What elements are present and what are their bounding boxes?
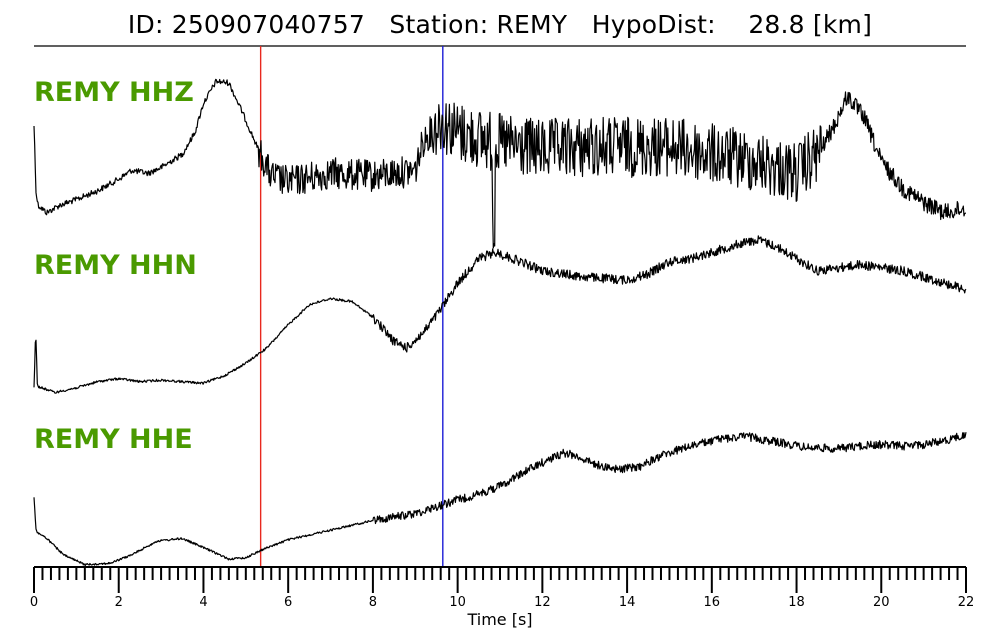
- x-tick-label: 10: [449, 595, 466, 610]
- x-tick-label: 2: [115, 595, 123, 610]
- x-tick-label: 0: [30, 595, 38, 610]
- x-tick-label: 16: [704, 595, 721, 610]
- trace-label-remy-hhz: REMY HHZ: [34, 77, 194, 108]
- x-tick-label: 8: [369, 595, 377, 610]
- x-tick-label: 20: [873, 595, 890, 610]
- phase-markers: [259, 46, 444, 567]
- x-tick-label: 14: [619, 595, 636, 610]
- x-tick-label: 22: [958, 595, 975, 610]
- x-tick-label: 18: [788, 595, 805, 610]
- trace-remy-hhn: [33, 235, 967, 394]
- waveform-traces: [33, 78, 967, 567]
- x-tick-label: 12: [534, 595, 551, 610]
- plot-title: ID: 250907040757 Station: REMY HypoDist:…: [127, 10, 873, 39]
- trace-labels: REMY HHZ REMY HHN REMY HHE: [34, 77, 197, 455]
- x-tick-label: 4: [199, 595, 207, 610]
- time-axis: 0 2 4 6 8 10 12 14 16 18 20 22: [30, 566, 975, 610]
- x-axis-label: Time [s]: [466, 610, 532, 629]
- trace-label-remy-hhe: REMY HHE: [34, 424, 193, 455]
- x-tick-label: 6: [284, 595, 292, 610]
- trace-label-remy-hhn: REMY HHN: [34, 250, 197, 281]
- trace-remy-hhz: [33, 78, 966, 249]
- trace-remy-hhe: [33, 432, 967, 567]
